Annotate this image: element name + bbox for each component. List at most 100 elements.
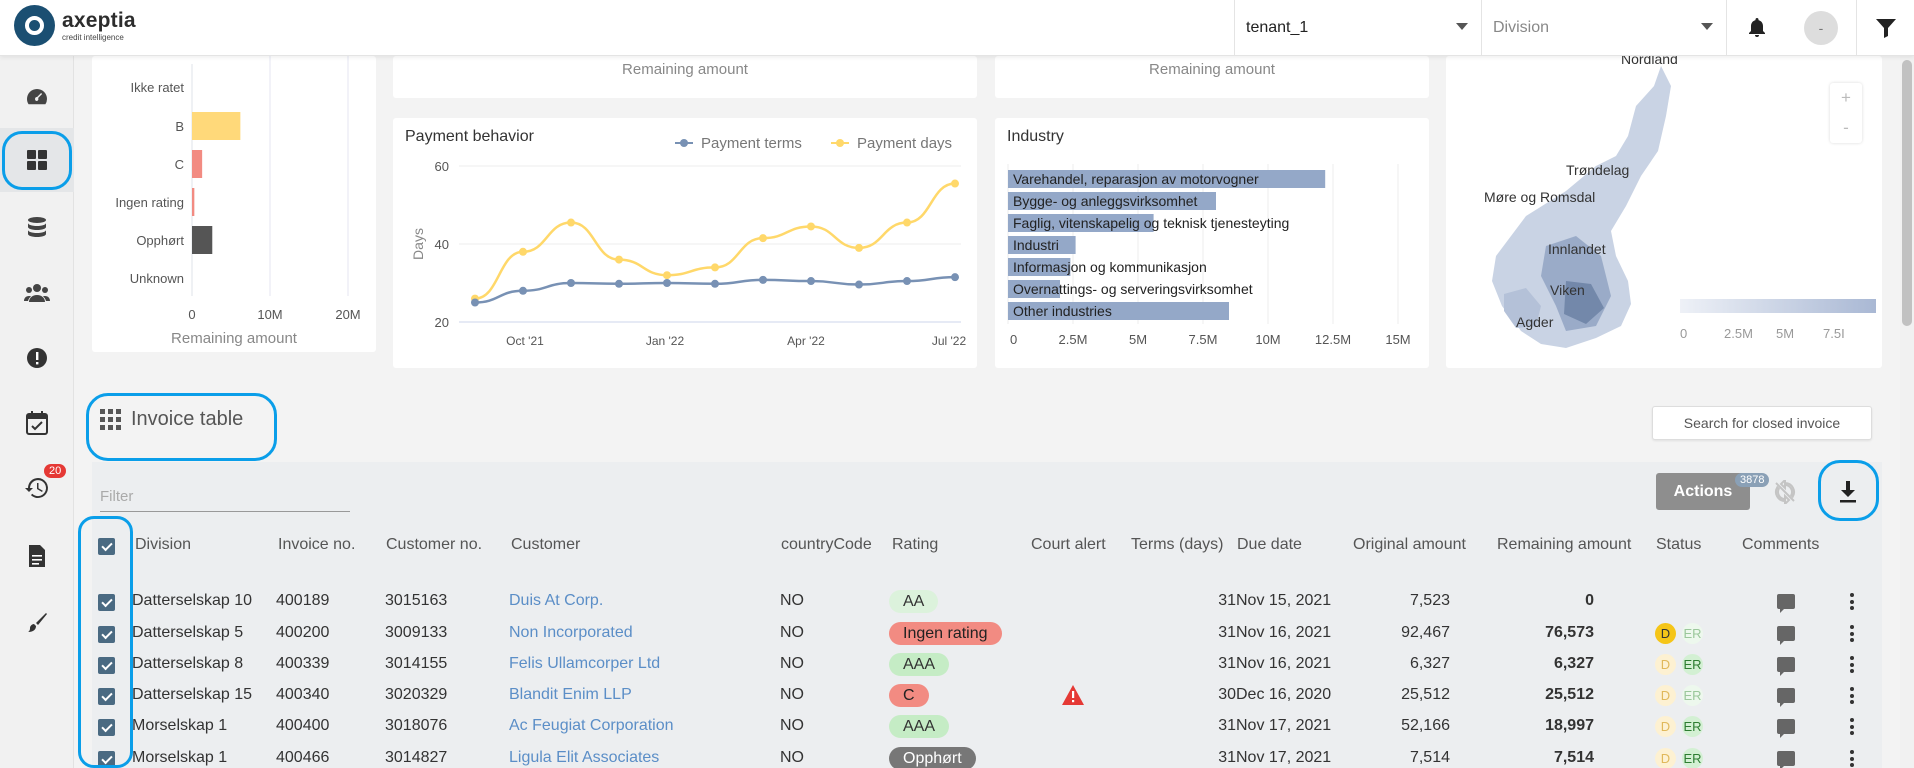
cell-terms: 30 <box>1218 686 1236 703</box>
sidebar-item-documents[interactable] <box>0 524 74 588</box>
col-original-amount[interactable]: Original amount <box>1353 536 1466 553</box>
comment-icon[interactable] <box>1777 657 1795 676</box>
chevron-down-icon <box>1701 23 1713 30</box>
rating-category-label: Opphørt <box>136 233 184 248</box>
grid-icon <box>27 150 47 170</box>
cell-customer-link[interactable]: Ac Feugiat Corporation <box>509 717 674 734</box>
map-label-trondelag: Trøndelag <box>1566 162 1629 178</box>
map-legend-bar <box>1680 299 1876 313</box>
actions-button[interactable]: Actions <box>1656 473 1750 510</box>
map-label-innlandet: Innlandet <box>1548 241 1606 257</box>
sync-disabled-icon[interactable] <box>1774 477 1796 510</box>
rating-badge: AAA <box>889 715 950 738</box>
payment-y-title: Days <box>410 228 426 260</box>
map-zoom-in-button[interactable]: + <box>1841 88 1851 107</box>
col-customer-no[interactable]: Customer no. <box>386 536 483 553</box>
col-court-alert[interactable]: Court alert <box>1031 536 1106 553</box>
sidebar-item-data[interactable] <box>0 196 74 260</box>
rating-category-label: Unknown <box>130 271 184 286</box>
sidebar-item-dashboard[interactable] <box>0 65 74 129</box>
cell-division: Datterselskap 15 <box>132 686 253 703</box>
rating-badge: C <box>889 684 929 707</box>
map-zoom-out-button[interactable]: - <box>1843 118 1849 137</box>
row-menu-icon[interactable] <box>1850 625 1854 642</box>
comment-icon[interactable] <box>1777 626 1795 645</box>
status-d-badge: D <box>1655 748 1676 768</box>
sidebar-item-customers[interactable] <box>0 261 74 325</box>
sidebar-item-history[interactable]: 20 <box>0 456 74 520</box>
app-logo[interactable]: axeptia credit intelligence <box>14 5 136 46</box>
cell-country: NO <box>780 624 804 641</box>
industry-bar <box>1008 302 1229 320</box>
map-legend-tick: 7.5I <box>1823 326 1845 341</box>
comment-icon[interactable] <box>1777 594 1795 613</box>
division-select[interactable]: Division <box>1481 0 1725 56</box>
row-checkbox[interactable] <box>98 751 115 768</box>
col-terms[interactable]: Terms (days) <box>1131 536 1224 553</box>
sidebar: 20 <box>0 56 74 768</box>
comment-icon[interactable] <box>1777 751 1795 768</box>
row-checkbox[interactable] <box>98 626 115 643</box>
status-er-badge: ER <box>1682 748 1703 768</box>
payment-x-tick: Jul '22 <box>932 334 967 348</box>
col-division[interactable]: Division <box>135 536 192 553</box>
top-bar: axeptia credit intelligence tenant_1 Div… <box>0 0 1914 56</box>
industry-category-label: Bygge- og anleggsvirksomhet <box>1013 193 1198 209</box>
col-comments[interactable]: Comments <box>1742 536 1820 553</box>
cell-customer-link[interactable]: Felis Ullamcorper Ltd <box>509 655 661 672</box>
row-menu-icon[interactable] <box>1850 750 1854 767</box>
row-menu-icon[interactable] <box>1850 718 1854 735</box>
cell-customer-link[interactable]: Non Incorporated <box>509 624 633 641</box>
comment-icon[interactable] <box>1777 688 1795 707</box>
notifications-button[interactable] <box>1726 0 1786 56</box>
col-status[interactable]: Status <box>1656 536 1702 553</box>
cell-customer-link[interactable]: Ligula Elit Associates <box>509 749 660 766</box>
cell-division: Morselskap 1 <box>132 717 228 734</box>
page-scroll-thumb[interactable] <box>1902 60 1912 326</box>
sidebar-item-theme[interactable] <box>0 591 74 655</box>
row-menu-icon[interactable] <box>1850 593 1854 610</box>
col-country-code[interactable]: countryCode <box>781 536 872 553</box>
select-all-checkbox[interactable] <box>98 538 115 555</box>
row-checkbox[interactable] <box>98 657 115 674</box>
table-row[interactable]: Morselskap 1 400466 3014827 Ligula Elit Ass… <box>92 743 1882 768</box>
user-menu[interactable]: - <box>1786 0 1856 56</box>
sidebar-item-alerts[interactable] <box>0 326 74 390</box>
region-map-card: Nordland Trøndelag Møre og Romsdal Innla… <box>1446 51 1882 368</box>
row-menu-icon[interactable] <box>1850 687 1854 704</box>
col-remaining-amount[interactable]: Remaining amount <box>1497 536 1632 553</box>
cell-division: Datterselskap 5 <box>132 624 244 641</box>
cell-due-date: Nov 17, 2021 <box>1236 717 1332 734</box>
download-button[interactable] <box>1820 464 1876 520</box>
industry-category-label: Overnattings- og serveringsvirksomhet <box>1013 281 1253 297</box>
col-rating[interactable]: Rating <box>892 536 939 553</box>
row-checkbox[interactable] <box>98 719 115 736</box>
cell-remaining-amount: 76,573 <box>1545 624 1594 641</box>
cell-customer-link[interactable]: Duis At Corp. <box>509 592 604 609</box>
row-checkbox[interactable] <box>98 688 115 705</box>
tenant-select[interactable]: tenant_1 <box>1234 0 1480 56</box>
comment-icon[interactable] <box>1777 719 1795 738</box>
table-row[interactable]: Datterselskap 8 400339 3014155 Felis Ullamc… <box>92 649 1882 680</box>
table-row[interactable]: Datterselskap 15 400340 3020329 Blandit Eni… <box>92 680 1882 711</box>
col-customer[interactable]: Customer <box>511 536 581 553</box>
sidebar-item-overview[interactable] <box>0 128 74 192</box>
table-row[interactable]: Morselskap 1 400400 3018076 Ac Feugiat Corp… <box>92 711 1882 742</box>
col-due-date[interactable]: Due date <box>1237 536 1302 553</box>
global-filter-button[interactable] <box>1856 0 1914 56</box>
map-legend-tick: 2.5M <box>1724 326 1753 341</box>
row-menu-icon[interactable] <box>1850 656 1854 673</box>
col-invoice-no[interactable]: Invoice no. <box>278 536 356 553</box>
warning-icon <box>1062 685 1084 705</box>
filter-input[interactable]: Filter <box>100 482 350 512</box>
cell-customer-link[interactable]: Blandit Enim LLP <box>509 686 632 703</box>
sidebar-item-calendar[interactable] <box>0 391 74 455</box>
cell-terms: 31 <box>1218 655 1236 672</box>
industry-category-label: Industri <box>1013 237 1059 253</box>
search-closed-invoice-button[interactable]: Search for closed invoice <box>1652 406 1872 440</box>
table-row[interactable]: Datterselskap 10 400189 3015163 Duis At Cor… <box>92 586 1882 617</box>
row-checkbox[interactable] <box>98 594 115 611</box>
table-row[interactable]: Datterselskap 5 400200 3009133 Non Incorpor… <box>92 618 1882 649</box>
status-er-badge: ER <box>1682 654 1703 675</box>
status-er-badge: ER <box>1682 685 1703 706</box>
